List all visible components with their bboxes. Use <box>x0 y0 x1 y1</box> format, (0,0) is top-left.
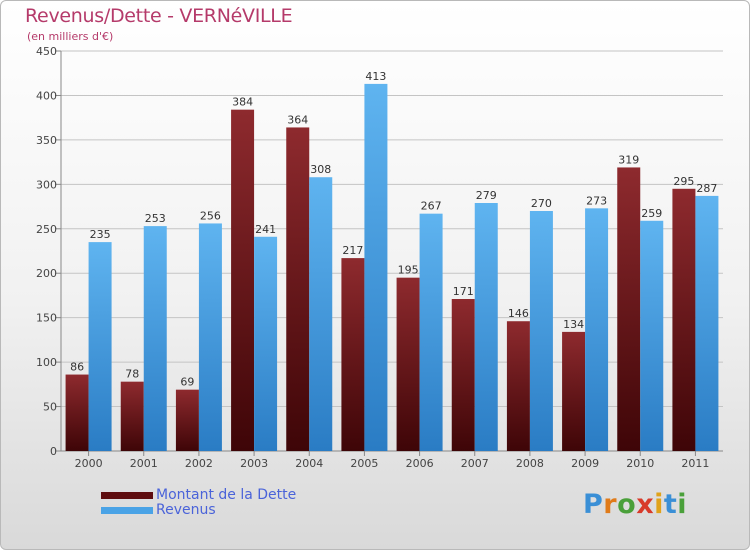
bar-revenus <box>529 211 553 451</box>
data-label-revenus: 267 <box>421 200 442 213</box>
bar-revenus <box>143 226 167 451</box>
x-tick-label: 2005 <box>350 457 378 470</box>
bar-dette <box>65 374 89 451</box>
data-label-dette: 146 <box>508 307 529 320</box>
y-tick-label: 50 <box>43 401 57 414</box>
data-label-dette: 78 <box>125 368 139 381</box>
data-label-revenus: 259 <box>641 207 662 220</box>
gridlines <box>61 50 723 408</box>
y-tick-label: 250 <box>36 223 57 236</box>
y-tick-label: 400 <box>36 89 57 102</box>
logo-letter: t <box>663 489 678 520</box>
bar-dette <box>175 389 199 451</box>
data-labels: 86 235 78 253 69 256 384 241 364 308 217 413 195 267 1… <box>70 70 717 389</box>
legend-label-revenus: Revenus <box>156 502 216 518</box>
data-label-revenus: 253 <box>145 212 166 225</box>
x-tick-label: 2004 <box>295 457 323 470</box>
bar-revenus <box>88 242 112 451</box>
x-tick-label: 2000 <box>75 457 103 470</box>
bar-dette <box>286 127 310 451</box>
legend-swatch-dette <box>101 492 153 499</box>
bar-dette <box>231 109 255 452</box>
chart-subtitle: (en milliers d'€) <box>27 30 114 43</box>
x-tick-label: 2008 <box>516 457 544 470</box>
logo-letter: i <box>677 489 688 520</box>
x-tick-label: 2001 <box>130 457 158 470</box>
data-label-dette: 69 <box>180 376 194 389</box>
data-label-revenus: 308 <box>310 163 331 176</box>
data-label-dette: 134 <box>563 318 584 331</box>
data-label-revenus: 241 <box>255 223 276 236</box>
bar-revenus <box>309 177 333 451</box>
y-tick-label: 450 <box>36 45 57 58</box>
data-label-dette: 295 <box>673 175 694 188</box>
logo-letter: o <box>617 489 637 520</box>
data-label-dette: 217 <box>342 244 363 257</box>
bar-revenus <box>254 236 278 451</box>
logo-letter: x <box>636 489 655 520</box>
x-tick-label: 2009 <box>571 457 599 470</box>
bar-revenus <box>474 203 498 451</box>
data-label-dette: 86 <box>70 361 84 374</box>
data-label-revenus: 413 <box>365 70 386 83</box>
y-tick-label: 350 <box>36 134 57 147</box>
legend-label-dette: Montant de la Dette <box>156 487 297 503</box>
data-label-revenus: 256 <box>200 209 221 222</box>
y-tick-label: 0 <box>50 445 57 458</box>
bar-dette <box>562 331 586 451</box>
y-tick-label: 100 <box>36 356 57 369</box>
y-tick-label: 200 <box>36 267 57 280</box>
bar-dette <box>506 321 530 451</box>
proxiti-logo: Proxiti <box>583 489 687 520</box>
data-label-dette: 384 <box>232 96 253 109</box>
legend-swatch-revenus <box>101 507 153 514</box>
x-tick-label: 2006 <box>406 457 434 470</box>
bar-revenus <box>364 83 388 451</box>
x-tick-label: 2003 <box>240 457 268 470</box>
bar-dette <box>120 381 144 451</box>
bar-dette <box>451 299 475 451</box>
data-label-revenus: 279 <box>476 189 497 202</box>
data-label-revenus: 287 <box>696 182 717 195</box>
bars <box>65 83 719 452</box>
bar-dette <box>341 258 365 451</box>
data-label-dette: 171 <box>453 285 474 298</box>
logo-letter: P <box>583 489 604 520</box>
data-label-revenus: 235 <box>90 228 111 241</box>
bar-revenus <box>419 213 443 451</box>
x-tick-label: 2010 <box>626 457 654 470</box>
y-tick-label: 300 <box>36 178 57 191</box>
data-label-revenus: 273 <box>586 194 607 207</box>
data-label-dette: 195 <box>398 264 419 277</box>
logo-letter: i <box>654 489 664 520</box>
bar-dette <box>672 188 696 451</box>
x-tick-label: 2007 <box>461 457 489 470</box>
logo-letter: r <box>603 489 618 520</box>
bar-dette <box>617 167 641 451</box>
chart-title: Revenus/Dette - VERNéVILLE <box>25 5 293 27</box>
bar-revenus <box>640 220 664 451</box>
bar-revenus <box>585 208 609 451</box>
x-tick-label: 2011 <box>681 457 709 470</box>
data-label-revenus: 270 <box>531 197 552 210</box>
y-tick-label: 150 <box>36 312 57 325</box>
axes: 0 50 100 150 200 250 300 350 400 450 2000 2001 2002 2… <box>36 45 723 470</box>
x-tick-label: 2002 <box>185 457 213 470</box>
bar-dette <box>396 277 420 451</box>
data-label-dette: 319 <box>618 153 639 166</box>
bar-revenus <box>695 195 719 451</box>
bar-revenus <box>198 223 222 451</box>
data-label-dette: 364 <box>287 113 308 126</box>
